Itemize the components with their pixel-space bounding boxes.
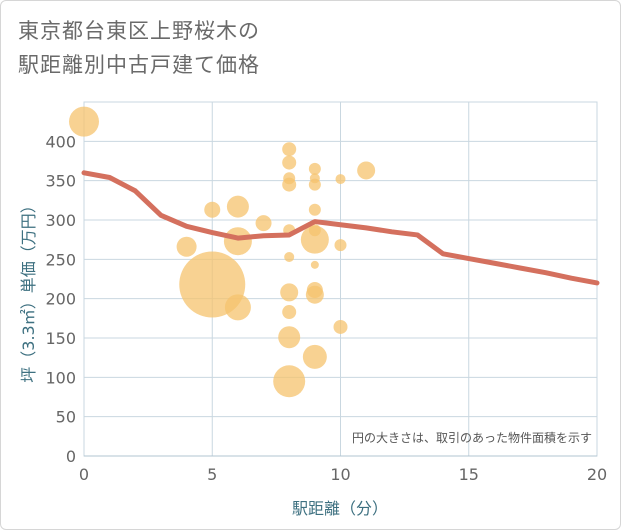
- y-tick-label: 350: [45, 172, 76, 191]
- x-tick-label: 5: [207, 465, 217, 484]
- data-bubble: [308, 162, 321, 175]
- bubble-series: [69, 106, 376, 398]
- trend-series: [81, 170, 600, 286]
- data-bubble: [69, 106, 99, 137]
- chart-title-line-1: 東京都台東区上野桜木の: [18, 19, 260, 43]
- x-tick-labels: 0 5 10 15 20: [79, 465, 607, 484]
- data-bubble: [204, 201, 221, 218]
- data-bubble: [255, 215, 272, 232]
- chart-title: 東京都台東区上野桜木の 駅距離別中古戸建て価格: [18, 14, 260, 82]
- y-tick-label: 150: [45, 329, 76, 348]
- data-bubble: [282, 177, 297, 192]
- data-bubble: [334, 239, 347, 252]
- x-axis-label: 駅距離（分）: [292, 499, 388, 518]
- x-tick-label: 0: [79, 465, 89, 484]
- data-bubble: [333, 319, 348, 334]
- data-bubble: [282, 155, 297, 170]
- data-bubble: [226, 195, 249, 218]
- x-tick-label: 20: [587, 465, 607, 484]
- data-bubble: [357, 161, 376, 180]
- trend-line: [81, 170, 600, 286]
- x-tick-label: 10: [330, 465, 350, 484]
- y-tick-labels: 0 50 100 150 200 250 300 350 400: [45, 132, 76, 466]
- data-bubble: [282, 142, 297, 157]
- data-bubble: [308, 178, 321, 191]
- y-tick-label: 300: [45, 211, 76, 230]
- data-bubble: [335, 174, 346, 185]
- data-bubble: [280, 283, 299, 302]
- data-bubble: [273, 365, 306, 398]
- y-tick-label: 100: [45, 368, 76, 387]
- chart-title-line-2: 駅距離別中古戸建て価格: [18, 53, 260, 77]
- data-bubble: [284, 251, 295, 262]
- data-bubble: [308, 203, 321, 216]
- grid-lines: [83, 102, 598, 457]
- data-bubble: [278, 326, 301, 349]
- data-bubble: [223, 227, 252, 256]
- data-bubble: [302, 344, 327, 369]
- y-tick-label: 50: [56, 408, 76, 427]
- data-bubble: [282, 305, 297, 320]
- data-bubble: [224, 294, 251, 321]
- x-tick-label: 15: [459, 465, 479, 484]
- data-bubble: [310, 260, 319, 269]
- size-legend-note: 円の大きさは、取引のあった物件面積を示す: [352, 430, 592, 445]
- data-bubble: [176, 236, 197, 257]
- y-tick-label: 0: [66, 447, 76, 466]
- data-bubble: [300, 225, 329, 254]
- y-tick-label: 200: [45, 290, 76, 309]
- y-axis-label: 坪（3.3㎡）単価（万円）: [19, 197, 38, 382]
- y-tick-label: 400: [45, 132, 76, 151]
- data-bubble: [305, 285, 324, 304]
- y-tick-label: 250: [45, 250, 76, 269]
